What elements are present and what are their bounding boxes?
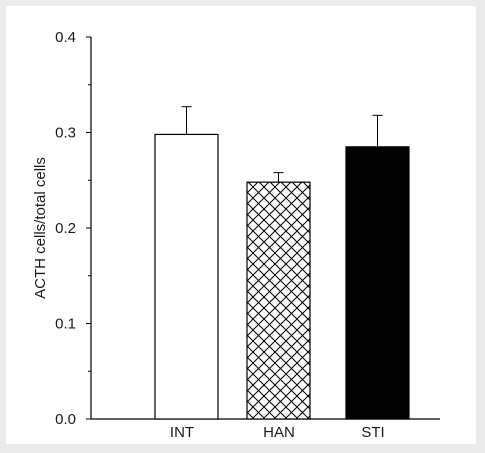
x-tick-labels: INT HAN STI: [170, 424, 385, 441]
bar-int: [154, 133, 219, 420]
x-tick-label-int: INT: [170, 424, 194, 441]
bars: [154, 133, 410, 420]
y-ticks: 0.0 0.1 0.2 0.3 0.4: [55, 29, 91, 428]
y-tick-label-4: 0.4: [55, 29, 76, 46]
y-tick-label-0: 0.0: [55, 411, 76, 428]
x-tick-label-han: HAN: [263, 424, 295, 441]
y-axis-label: ACTH cells/total cells: [32, 157, 49, 299]
y-tick-label-3: 0.3: [55, 125, 76, 142]
error-bars: [181, 106, 383, 183]
x-tick-label-sti: STI: [361, 424, 384, 441]
y-tick-label-1: 0.1: [55, 316, 76, 333]
bar-sti: [345, 146, 410, 420]
bar-han: [246, 181, 311, 420]
y-minor-ticks: [88, 84, 91, 372]
y-tick-label-2: 0.2: [55, 220, 76, 237]
